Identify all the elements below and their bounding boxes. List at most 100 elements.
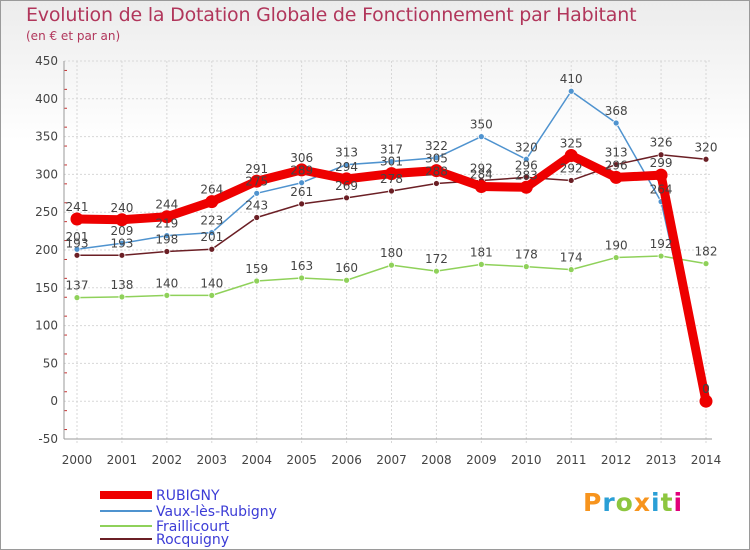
data-label-fraillicourt: 192 [650, 237, 673, 251]
data-point-rocquigny [163, 248, 171, 255]
data-point-rocquigny [253, 214, 261, 221]
data-labels: 201 209 219 223 275 289 313 317 322 350 320 410 368 2… [66, 72, 718, 396]
data-label-fraillicourt: 140 [200, 276, 223, 290]
data-point-rocquigny [522, 174, 530, 181]
data-point-rubigny [654, 168, 668, 182]
y-tick-label: -50 [38, 432, 58, 446]
legend-label-rubigny: RUBIGNY [156, 488, 220, 504]
x-tick-label: 2009 [466, 453, 497, 467]
legend-label-rocquigny: Rocquigny [156, 532, 230, 548]
y-tick-label: 100 [35, 319, 58, 333]
data-point-fraillicourt [388, 261, 395, 269]
data-point-vaux-l-s-rubigny [522, 155, 530, 163]
data-point-rubigny [699, 394, 713, 408]
data-point-fraillicourt [253, 277, 261, 285]
data-label-rocquigny: 292 [470, 161, 493, 175]
data-point-rocquigny [388, 187, 395, 195]
y-tick-label: 350 [35, 130, 58, 144]
data-point-vaux-l-s-rubigny [253, 189, 261, 197]
logo-letter: x [633, 488, 651, 517]
data-label-fraillicourt: 163 [290, 259, 313, 273]
data-point-rubigny [250, 174, 264, 188]
data-label-vaux-l-s-rubigny: 322 [425, 139, 448, 153]
data-point-rocquigny [343, 194, 350, 202]
data-label-vaux-l-s-rubigny: 368 [605, 104, 628, 118]
data-label-vaux-l-s-rubigny: 320 [515, 140, 538, 154]
data-label-fraillicourt: 181 [470, 245, 493, 259]
data-point-fraillicourt [208, 291, 216, 299]
data-label-rocquigny: 261 [290, 185, 313, 199]
data-point-rubigny [564, 149, 578, 162]
data-label-rubigny: 241 [66, 200, 89, 214]
y-tick-label: 250 [35, 205, 58, 219]
data-label-fraillicourt: 160 [335, 261, 358, 275]
legend-swatch-rubigny [100, 491, 152, 499]
data-label-rocquigny: 193 [110, 236, 133, 250]
data-label-vaux-l-s-rubigny: 289 [290, 164, 313, 178]
x-tick-label: 2004 [241, 453, 272, 467]
data-label-vaux-l-s-rubigny: 223 [200, 214, 223, 228]
legend-label-fraillicourt: Fraillicourt [156, 519, 230, 535]
data-label-rubigny: 283 [515, 168, 538, 182]
x-tick-label: 2011 [556, 453, 587, 467]
x-tick-label: 2012 [601, 453, 632, 467]
data-point-rubigny [295, 163, 309, 177]
data-point-fraillicourt [298, 274, 306, 282]
axes: -50 0 50 100 150 200 250 300 350 400 450 2000 2001 20… [35, 54, 721, 467]
logo-letter: t [660, 488, 674, 517]
data-point-fraillicourt [477, 260, 485, 268]
data-point-rubigny [429, 164, 443, 178]
y-tick-label: 0 [50, 394, 58, 408]
logo-letter: o [615, 488, 634, 517]
y-tick-label: 150 [35, 281, 58, 295]
legend-swatch-fraillicourt [100, 525, 152, 527]
data-point-rubigny [340, 172, 354, 186]
data-point-fraillicourt [612, 254, 620, 261]
data-point-vaux-l-s-rubigny [477, 133, 485, 141]
data-label-rubigny: 0 [702, 382, 710, 396]
x-tick-label: 2005 [286, 453, 317, 467]
data-label-rocquigny: 292 [560, 161, 583, 175]
data-point-rubigny [205, 195, 219, 209]
y-tick-label: 450 [35, 54, 58, 68]
data-label-vaux-l-s-rubigny: 209 [110, 224, 133, 238]
data-point-rubigny [474, 179, 488, 193]
x-tick-label: 2001 [107, 453, 138, 467]
data-point-rocquigny [208, 245, 216, 253]
data-label-rubigny: 306 [290, 151, 313, 165]
data-label-vaux-l-s-rubigny: 317 [380, 143, 403, 157]
data-label-rubigny: 301 [380, 155, 403, 169]
data-label-rubigny: 264 [200, 183, 223, 197]
data-label-rocquigny: 288 [425, 164, 448, 178]
series [70, 87, 713, 408]
data-label-rocquigny: 320 [695, 140, 718, 154]
data-label-vaux-l-s-rubigny: 313 [335, 146, 358, 160]
x-tick-label: 2010 [511, 453, 542, 467]
data-point-rubigny [70, 212, 84, 226]
data-point-rubigny [160, 210, 174, 224]
logo-letter: i [673, 488, 684, 517]
data-point-vaux-l-s-rubigny [343, 161, 350, 168]
data-label-rubigny: 325 [560, 137, 583, 151]
data-point-fraillicourt [522, 263, 530, 271]
data-label-rubigny: 244 [155, 198, 178, 212]
data-label-rocquigny: 278 [380, 172, 403, 186]
data-point-vaux-l-s-rubigny [433, 154, 440, 162]
x-tick-label: 2007 [376, 453, 407, 467]
data-label-fraillicourt: 137 [66, 279, 89, 293]
data-label-fraillicourt: 174 [560, 251, 583, 265]
data-point-fraillicourt [163, 291, 171, 299]
data-label-fraillicourt: 172 [425, 252, 448, 266]
data-label-vaux-l-s-rubigny: 264 [650, 183, 673, 197]
y-tick-label: 50 [43, 356, 58, 370]
data-label-rocquigny: 193 [66, 236, 89, 250]
data-point-rubigny [115, 213, 129, 227]
data-label-vaux-l-s-rubigny: 410 [560, 72, 583, 86]
data-point-fraillicourt [118, 293, 126, 301]
data-point-vaux-l-s-rubigny [298, 179, 306, 187]
data-label-rubigny: 299 [650, 156, 673, 170]
logo-letter: P [583, 488, 603, 517]
x-tick-label: 2006 [331, 453, 362, 467]
chart-subtitle: (en € et par an) [26, 29, 121, 43]
y-tick-label: 300 [35, 167, 58, 181]
